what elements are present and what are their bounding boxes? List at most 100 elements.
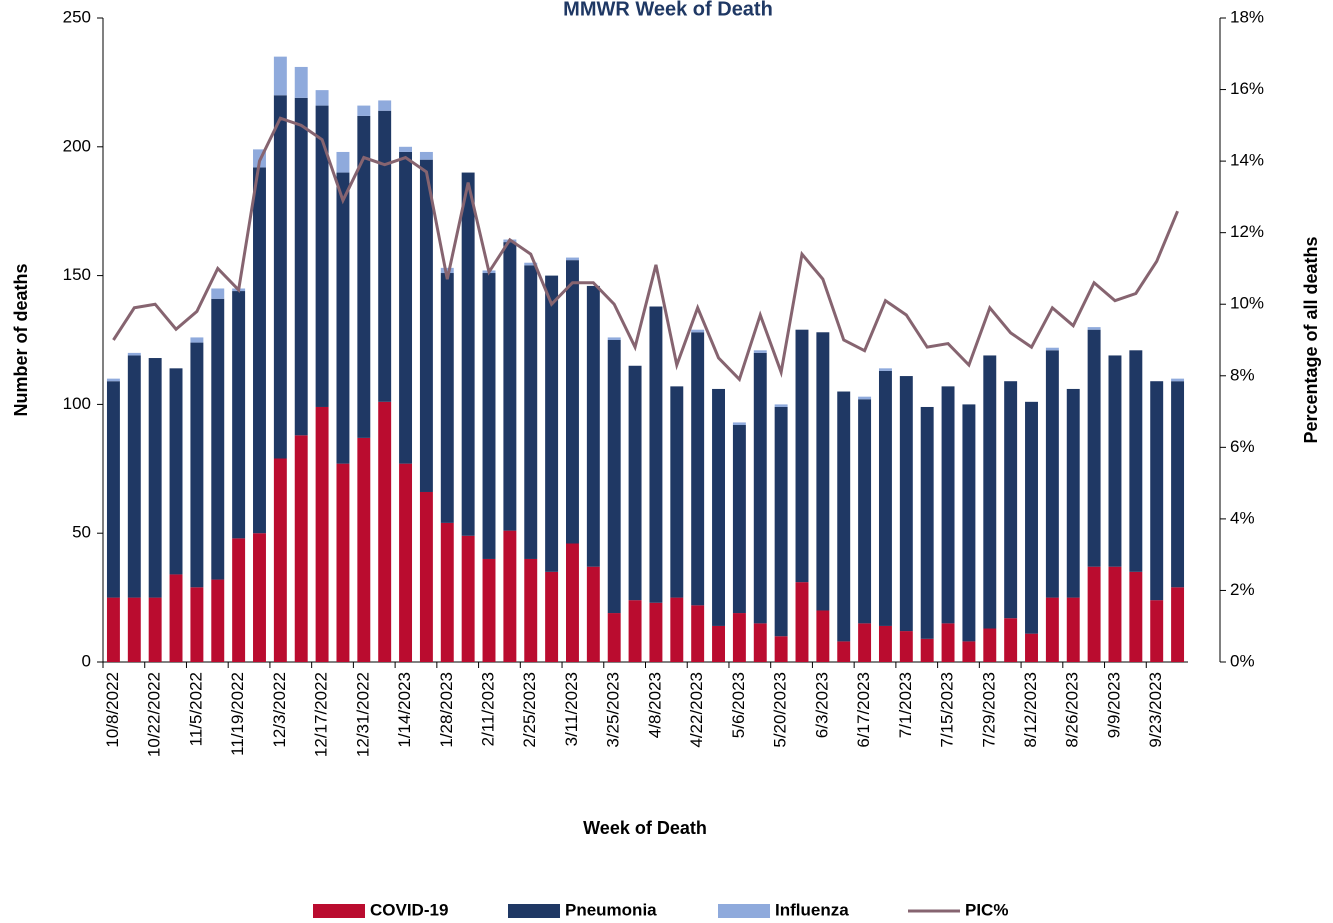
- bar: [294, 66, 308, 98]
- x-tick-label: 3/25/2023: [604, 672, 623, 748]
- y2-tick-label: 18%: [1230, 7, 1264, 26]
- x-tick-label: 8/12/2023: [1021, 672, 1040, 748]
- bar: [336, 463, 350, 662]
- bar: [1129, 350, 1143, 572]
- bar: [962, 404, 976, 642]
- bar: [795, 329, 809, 583]
- bar: [503, 242, 517, 531]
- bar: [294, 97, 308, 436]
- bar: [1150, 600, 1164, 662]
- bar: [1025, 633, 1038, 662]
- y-tick-label: 150: [63, 265, 91, 284]
- x-tick-label: 12/31/2022: [353, 672, 372, 757]
- bar: [545, 571, 559, 662]
- bar: [503, 530, 517, 662]
- bar: [837, 641, 851, 662]
- bar: [211, 579, 225, 662]
- bar: [190, 587, 204, 662]
- bar: [920, 638, 934, 662]
- bar: [461, 172, 475, 536]
- bar: [1108, 355, 1122, 567]
- bar: [211, 298, 225, 580]
- bar: [753, 352, 767, 624]
- bar: [419, 159, 433, 492]
- bar: [524, 558, 538, 662]
- y-axis-title: Number of deaths: [11, 263, 31, 416]
- bar: [169, 574, 183, 662]
- bar: [1108, 566, 1122, 662]
- bar: [253, 167, 266, 534]
- x-axis-title: Week of Death: [583, 818, 707, 838]
- bar: [858, 399, 872, 624]
- bar: [106, 597, 120, 662]
- bar: [190, 337, 204, 343]
- bar: [670, 386, 684, 598]
- bar: [378, 100, 392, 111]
- bar: [941, 623, 955, 662]
- x-tick-label: 12/3/2022: [270, 672, 289, 748]
- bar: [1045, 347, 1059, 351]
- bar: [1171, 378, 1185, 382]
- y-tick-label: 200: [63, 136, 91, 155]
- bar: [273, 56, 287, 96]
- bar: [357, 105, 371, 116]
- bar: [1004, 618, 1018, 662]
- bar: [294, 435, 308, 662]
- bar: [962, 641, 976, 662]
- bar: [106, 378, 120, 382]
- legend-swatch: [313, 904, 365, 918]
- bar: [524, 265, 538, 559]
- bar: [127, 597, 141, 662]
- y2-tick-label: 16%: [1230, 79, 1264, 98]
- y2-tick-label: 14%: [1230, 151, 1264, 170]
- bar: [524, 262, 538, 266]
- bar: [941, 386, 955, 624]
- x-tick-label: 11/19/2022: [228, 672, 247, 756]
- bar: [1171, 381, 1185, 588]
- bar: [232, 538, 246, 662]
- x-tick-label: 7/1/2023: [896, 672, 915, 738]
- x-tick-label: 5/20/2023: [771, 672, 790, 748]
- bar: [774, 636, 788, 662]
- x-tick-label: 3/11/2023: [562, 672, 581, 746]
- bar: [211, 288, 225, 299]
- bar: [1087, 327, 1101, 330]
- bar: [607, 337, 621, 340]
- bar: [148, 358, 162, 598]
- legend-label: COVID-19: [370, 900, 448, 919]
- bar: [127, 355, 141, 598]
- legend-label: Influenza: [775, 900, 849, 919]
- x-tick-label: 2/25/2023: [520, 672, 539, 748]
- bar: [878, 625, 892, 662]
- bar: [273, 458, 287, 662]
- x-tick-label: 9/9/2023: [1104, 672, 1123, 738]
- bar: [357, 115, 371, 438]
- bar: [586, 285, 600, 567]
- bar: [816, 332, 830, 611]
- chart-title: MMWR Week of Death: [563, 0, 773, 20]
- y2-tick-label: 8%: [1230, 365, 1255, 384]
- bar: [712, 388, 725, 626]
- x-tick-label: 2/11/2023: [478, 672, 497, 746]
- bar: [253, 533, 266, 662]
- bar: [336, 151, 350, 173]
- bar: [649, 602, 663, 662]
- bar: [399, 146, 413, 152]
- x-tick-label: 10/8/2022: [103, 672, 122, 748]
- bar: [1045, 597, 1059, 662]
- bar: [753, 623, 767, 662]
- x-tick-label: 6/3/2023: [812, 672, 831, 738]
- bar: [753, 350, 767, 353]
- x-tick-label: 5/6/2023: [729, 672, 748, 738]
- y-tick-label: 250: [63, 7, 91, 26]
- bar: [774, 404, 788, 407]
- bar: [232, 291, 246, 539]
- bar: [816, 610, 830, 662]
- y-tick-label: 50: [72, 523, 91, 542]
- bar: [920, 406, 934, 639]
- bar: [419, 491, 433, 662]
- bar: [1171, 587, 1185, 662]
- line: [112, 116, 1179, 383]
- bar: [566, 260, 579, 544]
